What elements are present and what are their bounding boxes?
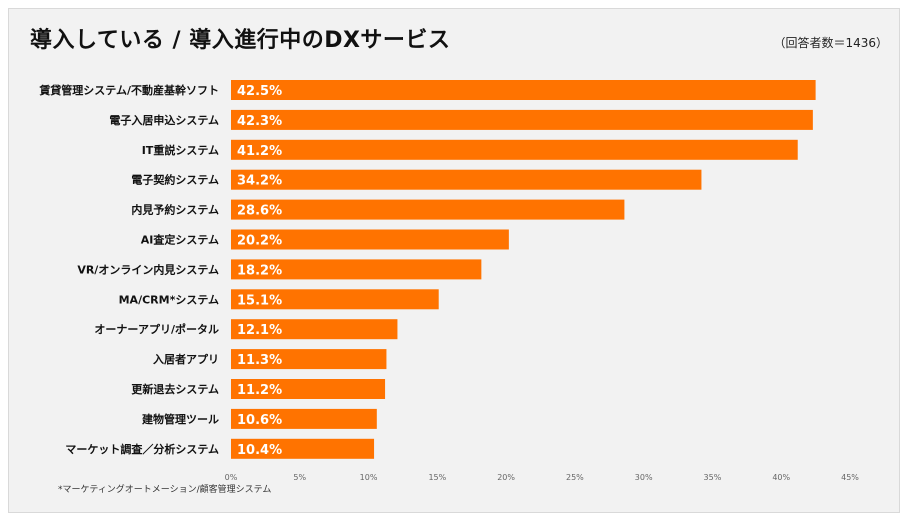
bar bbox=[231, 259, 482, 280]
bar-value-label: 10.6% bbox=[237, 413, 282, 428]
bar-value-label: 15.1% bbox=[237, 293, 282, 308]
bar bbox=[231, 289, 439, 310]
category-label: IT重説システム bbox=[142, 143, 219, 157]
bar-value-label: 28.6% bbox=[237, 204, 282, 219]
bar bbox=[231, 139, 798, 160]
category-label: マーケット調査／分析システム bbox=[65, 442, 219, 456]
bar bbox=[231, 408, 377, 429]
bar-value-label: 10.4% bbox=[237, 443, 282, 458]
bar-value-label: 11.3% bbox=[237, 353, 282, 368]
x-tick-label: 10% bbox=[360, 473, 378, 482]
x-tick-label: 30% bbox=[635, 473, 653, 482]
bar bbox=[231, 349, 387, 370]
footnote: *マーケティングオートメーション/顧客管理システム bbox=[58, 485, 272, 495]
bar bbox=[231, 438, 375, 459]
x-tick-label: 35% bbox=[704, 473, 722, 482]
bar bbox=[231, 229, 509, 250]
x-tick-label: 0% bbox=[225, 473, 238, 482]
category-label: 賃貸管理システム/不動産基幹ソフト bbox=[38, 83, 219, 97]
category-label: 内見予約システム bbox=[131, 203, 219, 217]
x-tick-label: 45% bbox=[841, 473, 859, 482]
x-tick-label: 25% bbox=[566, 473, 584, 482]
bar bbox=[231, 80, 816, 100]
category-label: 建物管理ツール bbox=[142, 412, 219, 426]
bar-value-label: 12.1% bbox=[237, 323, 282, 338]
x-tick-label: 20% bbox=[497, 473, 515, 482]
respondent-count: （回答者数＝1436） bbox=[773, 36, 888, 50]
category-label: 更新退去システム bbox=[131, 382, 219, 396]
category-label: VR/オンライン内見システム bbox=[77, 262, 219, 276]
category-label: オーナーアプリ/ポータル bbox=[94, 322, 219, 336]
bar bbox=[231, 109, 813, 130]
x-tick-label: 5% bbox=[293, 473, 306, 482]
bar bbox=[231, 169, 702, 190]
bar-value-label: 34.2% bbox=[237, 174, 282, 189]
bar-value-label: 41.2% bbox=[237, 144, 282, 159]
category-label: 電子契約システム bbox=[131, 173, 219, 187]
chart-title: 導入している / 導入進行中のDXサービス bbox=[30, 28, 451, 53]
bar bbox=[231, 379, 386, 399]
category-label: AI査定システム bbox=[141, 233, 219, 247]
category-label: 入居者アプリ bbox=[153, 352, 219, 366]
bar-value-label: 42.3% bbox=[237, 114, 282, 129]
bar-value-label: 42.5% bbox=[237, 84, 282, 99]
x-tick-label: 15% bbox=[428, 473, 446, 482]
bar-value-label: 20.2% bbox=[237, 234, 282, 249]
bar-value-label: 18.2% bbox=[237, 263, 282, 278]
bar bbox=[231, 319, 398, 340]
category-label: 電子入居申込システム bbox=[109, 113, 219, 127]
bar bbox=[231, 199, 625, 220]
bar-value-label: 11.2% bbox=[237, 383, 282, 398]
x-tick-label: 40% bbox=[772, 473, 790, 482]
category-label: MA/CRM*システム bbox=[119, 293, 219, 306]
